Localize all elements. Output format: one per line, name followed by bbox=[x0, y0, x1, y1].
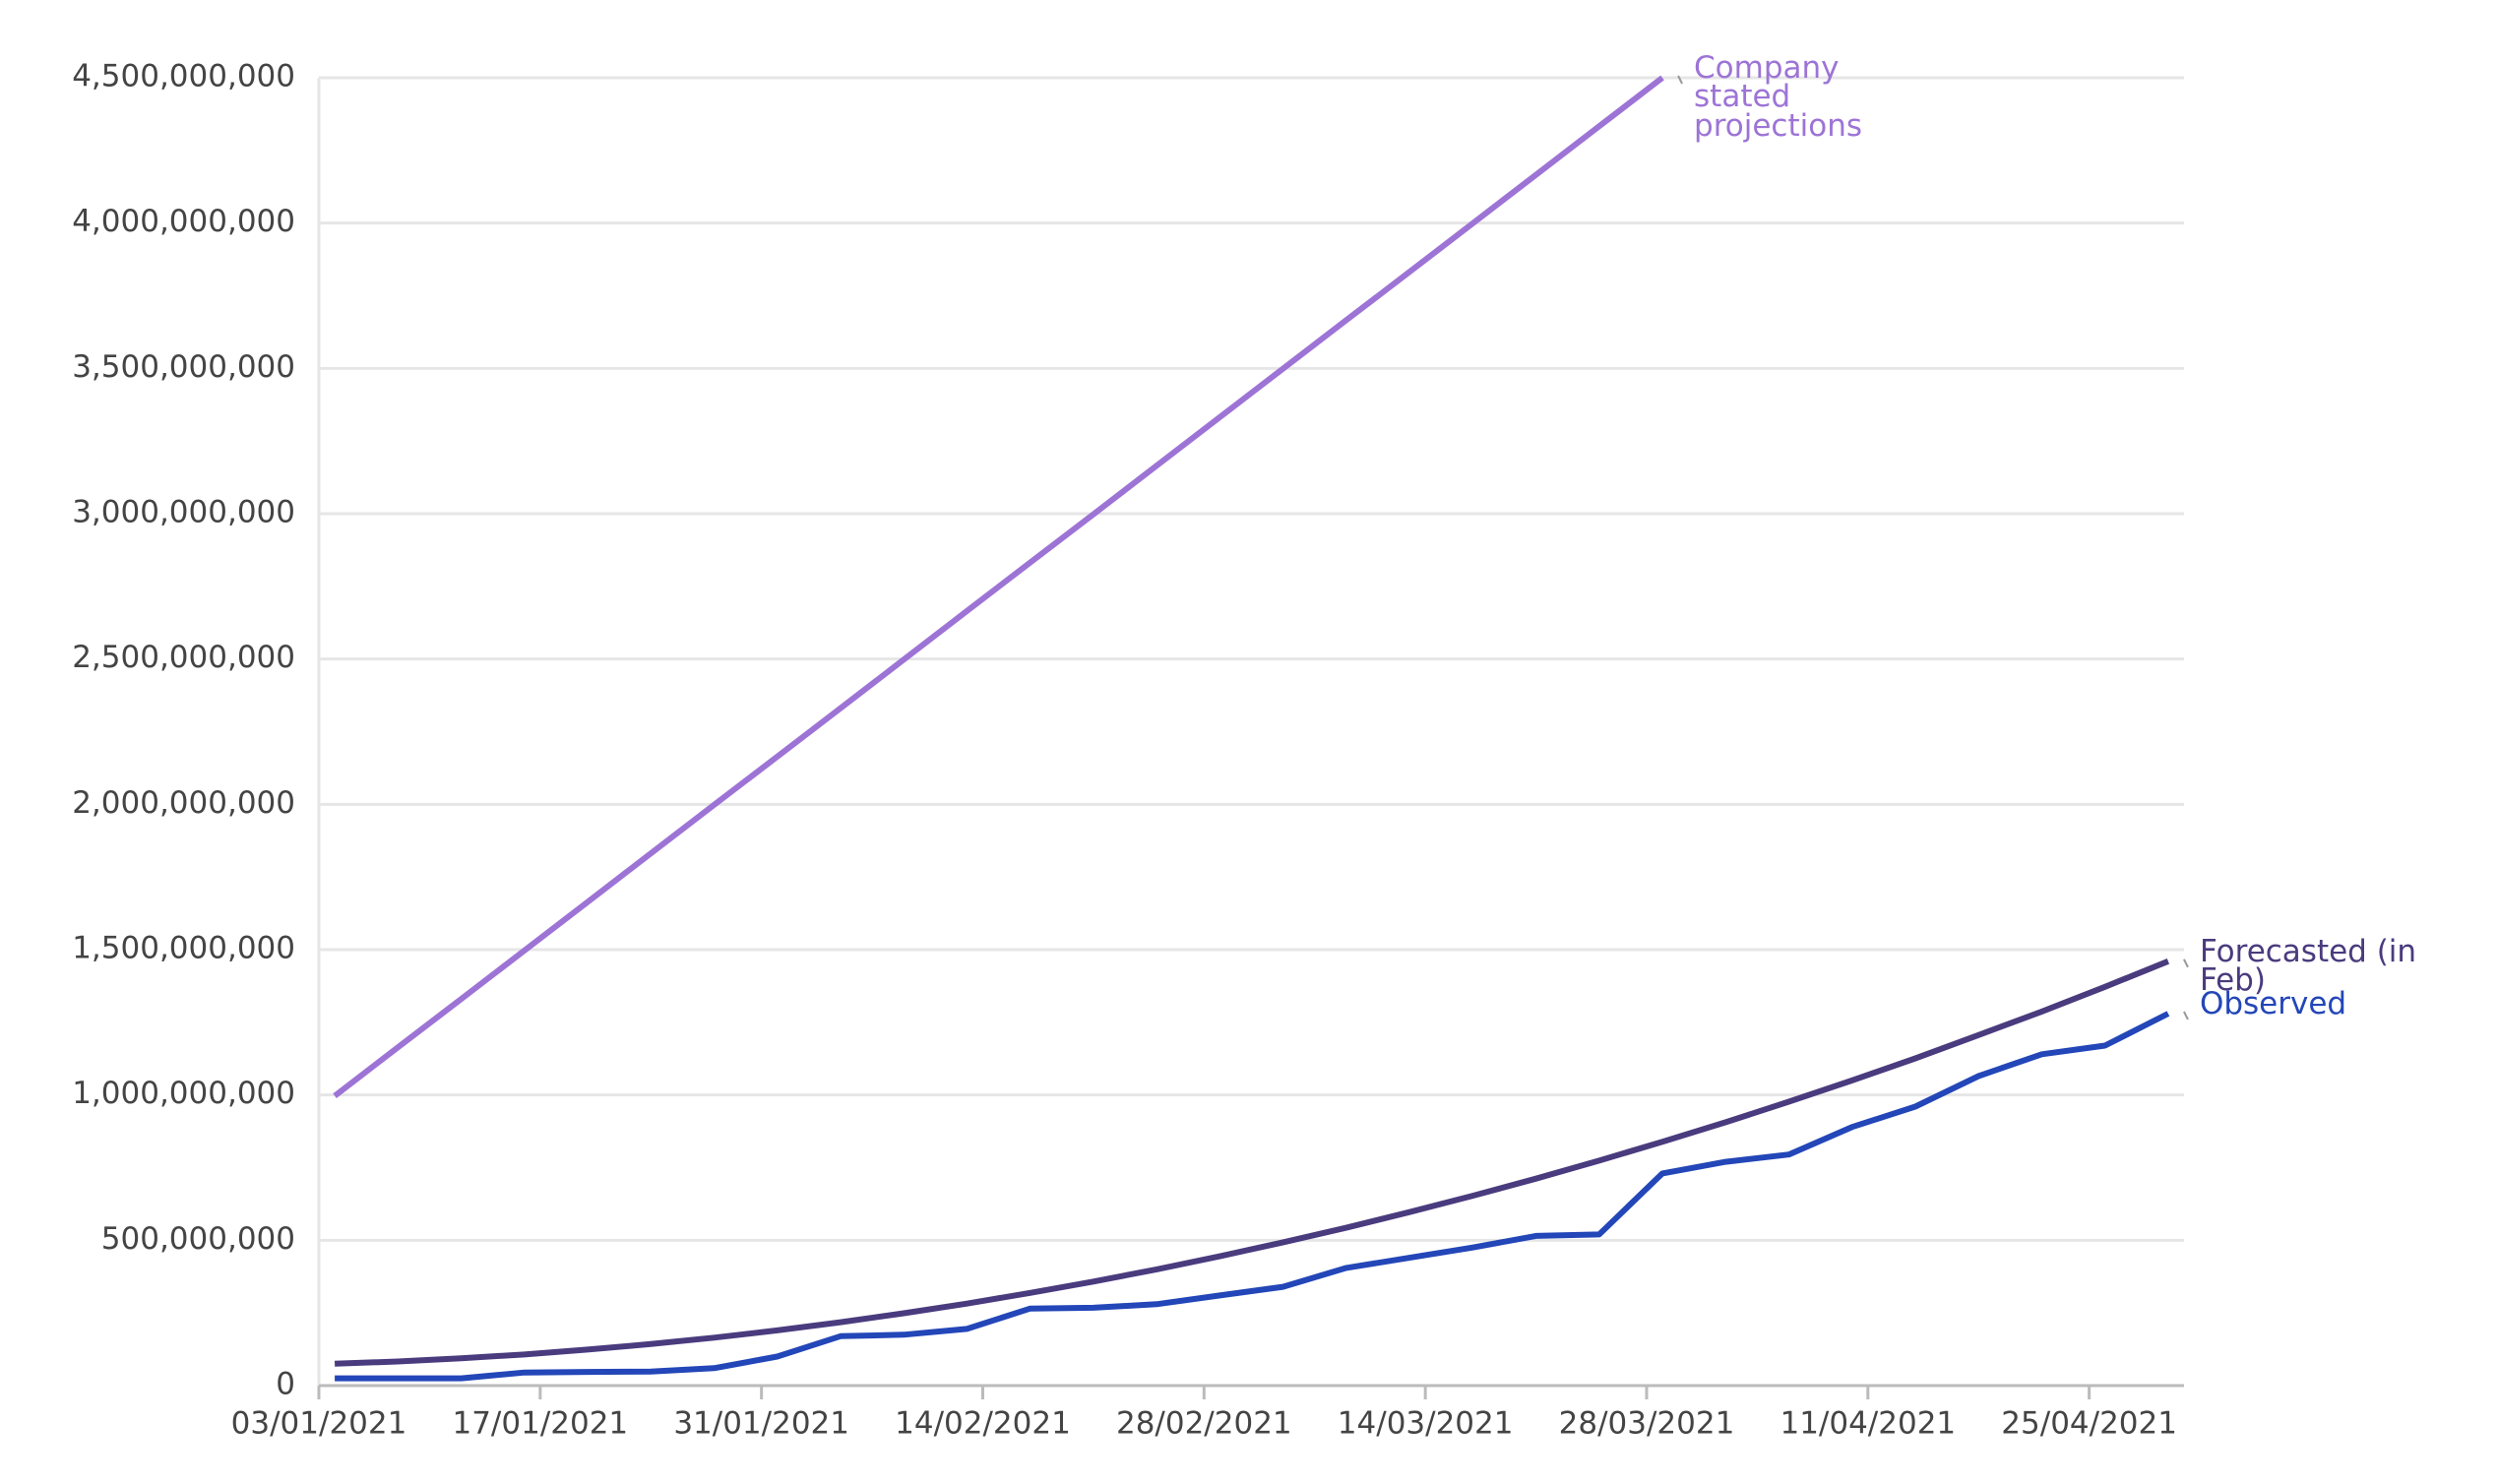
series-label: Observed bbox=[2199, 985, 2347, 1021]
y-tick-label: 1,000,000,000 bbox=[72, 1076, 295, 1111]
x-tick-label: 31/01/2021 bbox=[673, 1406, 849, 1442]
y-tick-label: 500,000,000 bbox=[101, 1221, 295, 1257]
y-tick-label: 2,500,000,000 bbox=[72, 640, 295, 675]
label-connector bbox=[2183, 958, 2189, 968]
x-tick-label: 25/04/2021 bbox=[2001, 1406, 2177, 1442]
x-tick-label: 03/01/2021 bbox=[231, 1406, 407, 1442]
x-tick-label: 28/02/2021 bbox=[1116, 1406, 1292, 1442]
series-line bbox=[333, 75, 1664, 1098]
y-tick-label: 4,000,000,000 bbox=[72, 204, 295, 239]
x-tick-label: 17/01/2021 bbox=[452, 1406, 628, 1442]
series-label: Forecasted (in Feb) bbox=[2199, 933, 2417, 999]
x-tick-label: 14/02/2021 bbox=[895, 1406, 1071, 1442]
y-tick-label: 0 bbox=[276, 1367, 295, 1402]
series-label: Company stated projections bbox=[1694, 50, 1863, 144]
y-tick-label: 2,000,000,000 bbox=[72, 785, 295, 821]
x-tick-label: 28/03/2021 bbox=[1559, 1406, 1735, 1442]
y-tick-label: 3,500,000,000 bbox=[72, 349, 295, 385]
y-tick-label: 4,500,000,000 bbox=[72, 59, 295, 94]
label-connector bbox=[2183, 1011, 2189, 1020]
series-line bbox=[334, 958, 2170, 1367]
y-tick-label: 1,500,000,000 bbox=[72, 931, 295, 966]
x-tick-label: 11/04/2021 bbox=[1780, 1406, 1956, 1442]
series-line bbox=[335, 1011, 2170, 1382]
y-tick-label: 3,000,000,000 bbox=[72, 495, 295, 530]
x-tick-label: 14/03/2021 bbox=[1338, 1406, 1514, 1442]
label-connector bbox=[1677, 75, 1683, 85]
